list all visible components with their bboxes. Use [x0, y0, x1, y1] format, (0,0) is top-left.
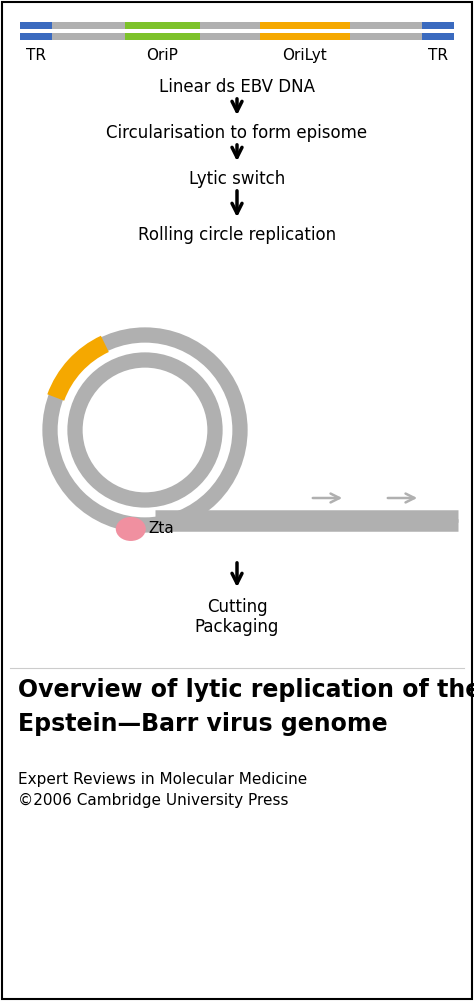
Bar [20, 22, 52, 29]
Text: OriP: OriP [146, 48, 178, 63]
Text: TR: TR [26, 48, 46, 63]
Text: Lytic switch: Lytic switch [189, 170, 285, 188]
Text: Packaging: Packaging [195, 618, 279, 636]
Bar [422, 22, 454, 29]
Bar [20, 33, 454, 40]
Text: TR: TR [428, 48, 448, 63]
Text: OriLyt: OriLyt [283, 48, 328, 63]
Text: Linear ds EBV DNA: Linear ds EBV DNA [159, 78, 315, 96]
Text: Circularisation to form episome: Circularisation to form episome [107, 124, 367, 142]
Text: ©2006 Cambridge University Press: ©2006 Cambridge University Press [18, 793, 289, 808]
Text: Expert Reviews in Molecular Medicine: Expert Reviews in Molecular Medicine [18, 772, 307, 787]
Text: Overview of lytic replication of the: Overview of lytic replication of the [18, 678, 474, 702]
Bar [125, 22, 200, 29]
Text: Cutting: Cutting [207, 598, 267, 616]
Bar [260, 33, 350, 40]
Text: Rolling circle replication: Rolling circle replication [138, 226, 336, 244]
Bar [125, 33, 200, 40]
Bar [422, 33, 454, 40]
Text: Epstein—Barr virus genome: Epstein—Barr virus genome [18, 712, 388, 736]
Ellipse shape [116, 517, 146, 541]
Text: Zta: Zta [149, 522, 174, 537]
Bar [20, 33, 52, 40]
Bar [20, 22, 454, 29]
Bar [260, 22, 350, 29]
